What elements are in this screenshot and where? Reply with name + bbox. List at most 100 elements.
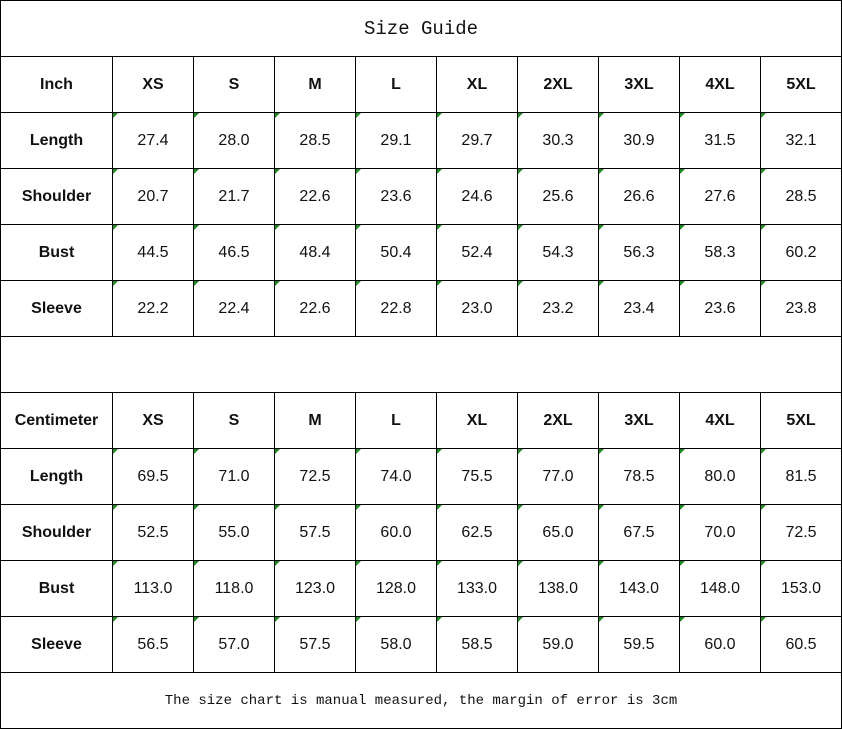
measurement-label-cell[interactable]: Shoulder [0,504,113,561]
value-cell[interactable]: 28.5 [274,112,356,169]
size-header-cell[interactable]: L [355,56,437,113]
value-cell[interactable]: 56.3 [598,224,680,281]
measurement-label-cell[interactable]: Bust [0,224,113,281]
value-cell[interactable]: 21.7 [193,168,275,225]
unit-header-cell[interactable]: Inch [0,56,113,113]
value-cell[interactable]: 30.3 [517,112,599,169]
unit-header-cell[interactable]: Centimeter [0,392,113,449]
size-header-cell[interactable]: XS [112,56,194,113]
value-cell[interactable]: 23.6 [679,280,761,337]
size-header-cell[interactable]: 5XL [759,56,842,113]
value-cell[interactable]: 81.5 [759,448,842,505]
value-cell[interactable]: 62.5 [436,504,518,561]
value-cell[interactable]: 123.0 [274,560,356,617]
value-cell[interactable]: 25.6 [517,168,599,225]
value-cell[interactable]: 48.4 [274,224,356,281]
value-cell[interactable]: 77.0 [517,448,599,505]
value-cell[interactable]: 27.4 [112,112,194,169]
value-cell[interactable]: 32.1 [759,112,842,169]
value-cell[interactable]: 28.0 [193,112,275,169]
value-cell[interactable]: 57.5 [274,504,356,561]
value-cell[interactable]: 75.5 [436,448,518,505]
value-cell[interactable]: 60.2 [759,224,842,281]
value-cell[interactable]: 54.3 [517,224,599,281]
size-header-cell[interactable]: S [193,56,275,113]
measurement-label-cell[interactable]: Sleeve [0,616,113,673]
measurement-label-cell[interactable]: Length [0,448,113,505]
measurement-label-cell[interactable]: Bust [0,560,113,617]
value-cell[interactable]: 24.6 [436,168,518,225]
value-cell[interactable]: 65.0 [517,504,599,561]
value-cell[interactable]: 30.9 [598,112,680,169]
value-cell[interactable]: 58.0 [355,616,437,673]
value-cell[interactable]: 23.8 [759,280,842,337]
value-cell[interactable]: 28.5 [759,168,842,225]
value-cell[interactable]: 22.8 [355,280,437,337]
size-header-cell[interactable]: XS [112,392,194,449]
value-cell[interactable]: 22.6 [274,280,356,337]
value-cell[interactable]: 148.0 [679,560,761,617]
value-cell[interactable]: 57.0 [193,616,275,673]
value-cell[interactable]: 72.5 [759,504,842,561]
value-cell[interactable]: 72.5 [274,448,356,505]
value-cell[interactable]: 22.6 [274,168,356,225]
size-header-cell[interactable]: 2XL [517,392,599,449]
size-header-cell[interactable]: 4XL [679,392,761,449]
size-header-cell[interactable]: 4XL [679,56,761,113]
value-cell[interactable]: 27.6 [679,168,761,225]
value-cell[interactable]: 46.5 [193,224,275,281]
value-cell[interactable]: 52.4 [436,224,518,281]
measurement-label-cell[interactable]: Shoulder [0,168,113,225]
value-cell[interactable]: 59.5 [598,616,680,673]
size-header-cell[interactable]: XL [436,56,518,113]
value-cell[interactable]: 138.0 [517,560,599,617]
value-cell[interactable]: 31.5 [679,112,761,169]
size-header-cell[interactable]: L [355,392,437,449]
size-header-cell[interactable]: 5XL [759,392,842,449]
value-cell[interactable]: 78.5 [598,448,680,505]
size-header-cell[interactable]: M [274,56,356,113]
value-cell[interactable]: 57.5 [274,616,356,673]
value-cell[interactable]: 29.7 [436,112,518,169]
value-cell[interactable]: 118.0 [193,560,275,617]
value-cell[interactable]: 60.0 [679,616,761,673]
value-cell[interactable]: 128.0 [355,560,437,617]
size-header-cell[interactable]: 3XL [598,56,680,113]
size-header-cell[interactable]: 3XL [598,392,680,449]
size-header-cell[interactable]: M [274,392,356,449]
value-cell[interactable]: 52.5 [112,504,194,561]
value-cell[interactable]: 70.0 [679,504,761,561]
value-cell[interactable]: 113.0 [112,560,194,617]
value-cell[interactable]: 69.5 [112,448,194,505]
value-cell[interactable]: 60.5 [759,616,842,673]
value-cell[interactable]: 22.4 [193,280,275,337]
size-header-cell[interactable]: XL [436,392,518,449]
value-cell[interactable]: 58.3 [679,224,761,281]
value-cell[interactable]: 58.5 [436,616,518,673]
value-cell[interactable]: 71.0 [193,448,275,505]
value-cell[interactable]: 153.0 [759,560,842,617]
value-cell[interactable]: 67.5 [598,504,680,561]
value-cell[interactable]: 26.6 [598,168,680,225]
size-header-cell[interactable]: S [193,392,275,449]
value-cell[interactable]: 23.2 [517,280,599,337]
value-cell[interactable]: 80.0 [679,448,761,505]
measurement-label-cell[interactable]: Length [0,112,113,169]
value-cell[interactable]: 23.0 [436,280,518,337]
size-header-cell[interactable]: 2XL [517,56,599,113]
value-cell[interactable]: 50.4 [355,224,437,281]
value-cell[interactable]: 143.0 [598,560,680,617]
value-cell[interactable]: 23.4 [598,280,680,337]
value-cell[interactable]: 59.0 [517,616,599,673]
value-cell[interactable]: 20.7 [112,168,194,225]
value-cell[interactable]: 44.5 [112,224,194,281]
value-cell[interactable]: 56.5 [112,616,194,673]
value-cell[interactable]: 74.0 [355,448,437,505]
value-cell[interactable]: 133.0 [436,560,518,617]
value-cell[interactable]: 60.0 [355,504,437,561]
value-cell[interactable]: 23.6 [355,168,437,225]
value-cell[interactable]: 29.1 [355,112,437,169]
value-cell[interactable]: 55.0 [193,504,275,561]
value-cell[interactable]: 22.2 [112,280,194,337]
measurement-label-cell[interactable]: Sleeve [0,280,113,337]
